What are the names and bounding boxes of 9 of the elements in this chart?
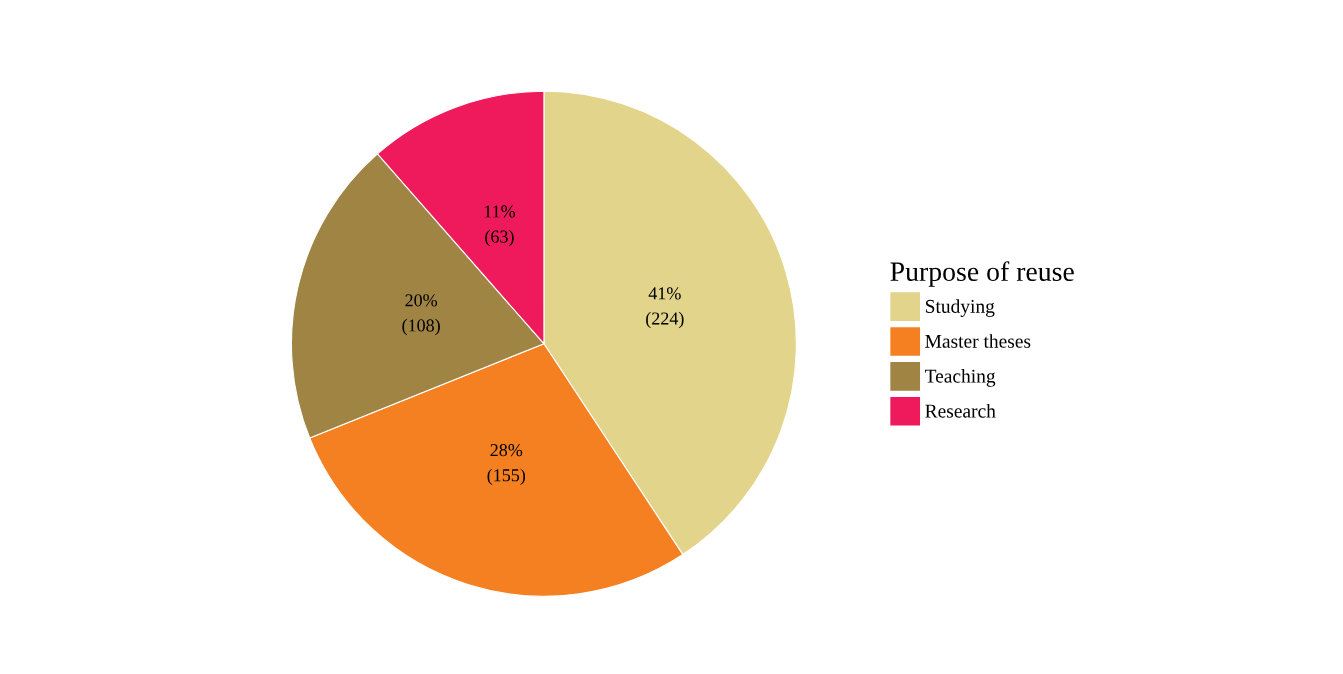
- legend-label: Studying: [925, 299, 995, 317]
- data-label: 20% (108): [402, 294, 440, 336]
- data-label: 11% (63): [484, 205, 516, 247]
- legend-label: Teaching: [925, 369, 996, 387]
- data-label: 41% (224): [646, 287, 684, 329]
- legend-label: Research: [925, 403, 996, 418]
- legend-title: Purpose of reuse: [890, 261, 1074, 287]
- legend-label: Master theses: [925, 334, 1031, 348]
- data-label: 28% (155): [487, 444, 526, 485]
